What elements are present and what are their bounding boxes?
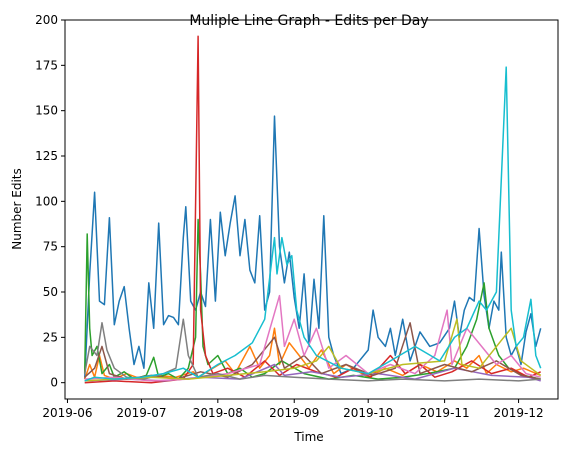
x-tick-label: 2019-12 (493, 406, 543, 420)
x-tick-label: 2019-08 (193, 406, 243, 420)
plot-frame (64, 19, 559, 400)
y-tick-label: 125 (35, 149, 58, 163)
x-tick-label: 2019-09 (269, 406, 319, 420)
y-tick-label: 150 (35, 104, 58, 118)
chart-title: Muliple Line Graph - Edits per Day (189, 13, 428, 29)
x-axis: 2019-06 2019-07 2019-08 2019-09 2019-10 2019-… (42, 399, 544, 420)
y-tick-label: 200 (35, 13, 58, 27)
y-axis: 0 25 50 75 100 125 150 175 200 (35, 13, 65, 390)
series-line-7 (84, 294, 541, 382)
y-tick-label: 0 (50, 376, 58, 390)
y-tick-label: 75 (43, 240, 58, 254)
series-line-1 (83, 115, 542, 380)
x-tick-label: 2019-10 (343, 406, 393, 420)
y-tick-label: 50 (43, 285, 58, 299)
x-tick-label: 2019-06 (42, 406, 92, 420)
y-tick-label: 25 (43, 330, 58, 344)
x-axis-label: Time (293, 430, 323, 444)
series-line-8 (83, 318, 541, 382)
y-axis-label: Number Edits (10, 168, 24, 250)
x-tick-label: 2019-11 (420, 406, 470, 420)
y-tick-label: 175 (35, 58, 58, 72)
series-layer (83, 35, 542, 384)
x-tick-label: 2019-07 (116, 406, 166, 420)
y-tick-label: 100 (35, 194, 58, 208)
series-line-10 (84, 66, 542, 382)
series-line-4 (84, 35, 542, 384)
